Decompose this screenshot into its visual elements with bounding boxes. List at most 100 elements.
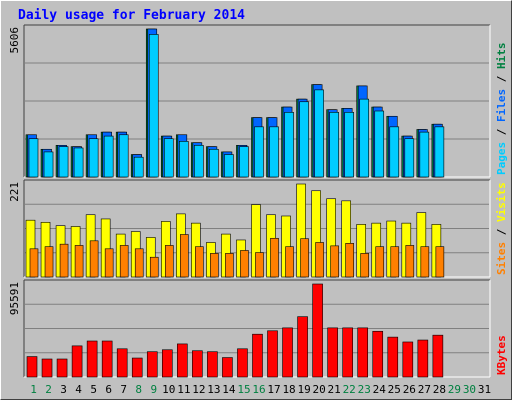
bar-kbytes-day-5 [86, 340, 98, 378]
bar-sites-day-18 [285, 246, 294, 278]
y-max-label-3: 95591 [8, 282, 21, 315]
bar-kbytes-day-11 [177, 343, 188, 378]
bar-sites-day-10 [164, 245, 174, 278]
bar-sites-day-3 [59, 243, 69, 278]
x-tick-label-day-27: 27 [418, 383, 431, 396]
x-tick-label-day-5: 5 [90, 383, 97, 396]
bar-sites-day-6 [104, 248, 114, 278]
bar-pages-day-25 [389, 126, 400, 178]
bar-pages-day-6 [103, 135, 114, 178]
bar-pages-day-20 [314, 89, 324, 178]
bar-sites-day-16 [255, 252, 264, 278]
bar-kbytes-day-6 [101, 340, 113, 378]
bar-sites-day-11 [180, 234, 189, 278]
bar-sites-day-21 [330, 245, 339, 278]
bar-pages-day-19 [299, 101, 309, 178]
bar-sites-day-15 [240, 250, 249, 278]
bar-pages-day-17 [269, 126, 279, 178]
bar-kbytes-day-26 [402, 341, 414, 378]
bar-pages-day-27 [419, 131, 430, 178]
bar-kbytes-day-9 [146, 351, 158, 378]
bar-kbytes-day-18 [282, 327, 293, 378]
right-axis-label-1: Pages / Files / Hits [495, 43, 508, 176]
bar-sites-day-17 [270, 237, 279, 278]
bar-sites-day-28 [435, 246, 445, 278]
bar-sites-day-24 [375, 246, 385, 278]
bar-sites-day-25 [390, 246, 400, 278]
bar-kbytes-day-3 [56, 358, 68, 378]
bar-kbytes-day-4 [71, 345, 83, 378]
bar-kbytes-day-25 [387, 336, 399, 378]
bar-sites-day-8 [134, 248, 144, 278]
x-tick-label-day-23: 23 [358, 383, 371, 396]
bar-pages-day-28 [434, 126, 445, 178]
x-tick-label-day-3: 3 [60, 383, 67, 396]
bar-kbytes-day-22 [342, 327, 353, 378]
x-tick-label-day-9: 9 [150, 383, 157, 396]
bar-kbytes-day-1 [26, 356, 38, 378]
x-tick-label-day-29: 29 [448, 383, 461, 396]
bar-pages-day-8 [133, 156, 144, 178]
x-tick-label-day-18: 18 [282, 383, 295, 396]
x-tick-label-day-10: 10 [162, 383, 175, 396]
bar-pages-day-11 [179, 141, 189, 178]
bar-pages-day-23 [359, 98, 370, 178]
x-tick-label-day-1: 1 [30, 383, 37, 396]
bar-kbytes-day-19 [297, 316, 308, 378]
bar-pages-day-14 [224, 154, 234, 178]
bar-kbytes-day-20 [312, 283, 323, 378]
x-tick-label-day-21: 21 [328, 383, 341, 396]
right-label-part: / [495, 222, 508, 242]
bar-kbytes-day-27 [417, 339, 429, 378]
bar-pages-day-26 [404, 138, 415, 178]
x-tick-label-day-4: 4 [75, 383, 82, 396]
right-label-part: Hits [495, 43, 508, 70]
x-tick-label-day-28: 28 [433, 383, 446, 396]
bar-pages-day-22 [344, 112, 354, 178]
x-tick-label-day-25: 25 [388, 383, 401, 396]
bar-pages-day-24 [374, 110, 385, 178]
bar-pages-day-13 [209, 148, 219, 178]
bar-kbytes-day-14 [222, 357, 233, 378]
right-label-part: Files [495, 89, 508, 122]
x-tick-label-day-15: 15 [237, 383, 250, 396]
bar-kbytes-day-15 [237, 348, 248, 378]
bar-sites-day-19 [300, 238, 309, 278]
bar-pages-day-2 [43, 151, 54, 178]
bar-kbytes-day-17 [267, 330, 278, 378]
x-tick-label-day-8: 8 [135, 383, 142, 396]
bar-kbytes-day-16 [252, 333, 263, 378]
bar-pages-day-18 [284, 112, 294, 178]
chart-title: Daily usage for February 2014 [18, 8, 245, 23]
bar-sites-day-13 [210, 253, 219, 278]
bar-pages-day-3 [58, 146, 69, 178]
bar-sites-day-14 [225, 253, 234, 278]
bar-kbytes-day-23 [357, 327, 369, 378]
x-tick-label-day-7: 7 [120, 383, 127, 396]
bar-pages-day-5 [88, 138, 99, 178]
right-axis-label-2: Sites / Visits [495, 182, 508, 275]
x-tick-label-day-31: 31 [478, 383, 491, 396]
bar-pages-day-15 [239, 146, 249, 178]
right-label-part: Visits [495, 182, 508, 222]
x-tick-label-day-20: 20 [313, 383, 326, 396]
x-tick-label-day-2: 2 [45, 383, 52, 396]
right-label-part: / [495, 69, 508, 89]
x-tick-label-day-19: 19 [297, 383, 310, 396]
bar-sites-day-5 [89, 240, 99, 278]
bar-sites-day-4 [74, 245, 84, 278]
bar-sites-day-7 [119, 245, 129, 278]
bar-kbytes-day-8 [131, 357, 143, 378]
bar-kbytes-day-13 [207, 351, 218, 378]
x-tick-label-day-14: 14 [222, 383, 236, 396]
bar-pages-day-21 [329, 112, 339, 178]
x-tick-label-day-11: 11 [177, 383, 190, 396]
x-tick-label-day-26: 26 [403, 383, 416, 396]
right-label-part: Sites [495, 242, 508, 275]
bar-sites-day-12 [195, 246, 204, 278]
x-tick-label-day-30: 30 [463, 383, 476, 396]
bar-sites-day-27 [420, 246, 430, 278]
bar-pages-day-10 [163, 138, 174, 178]
bar-pages-day-16 [254, 126, 264, 178]
